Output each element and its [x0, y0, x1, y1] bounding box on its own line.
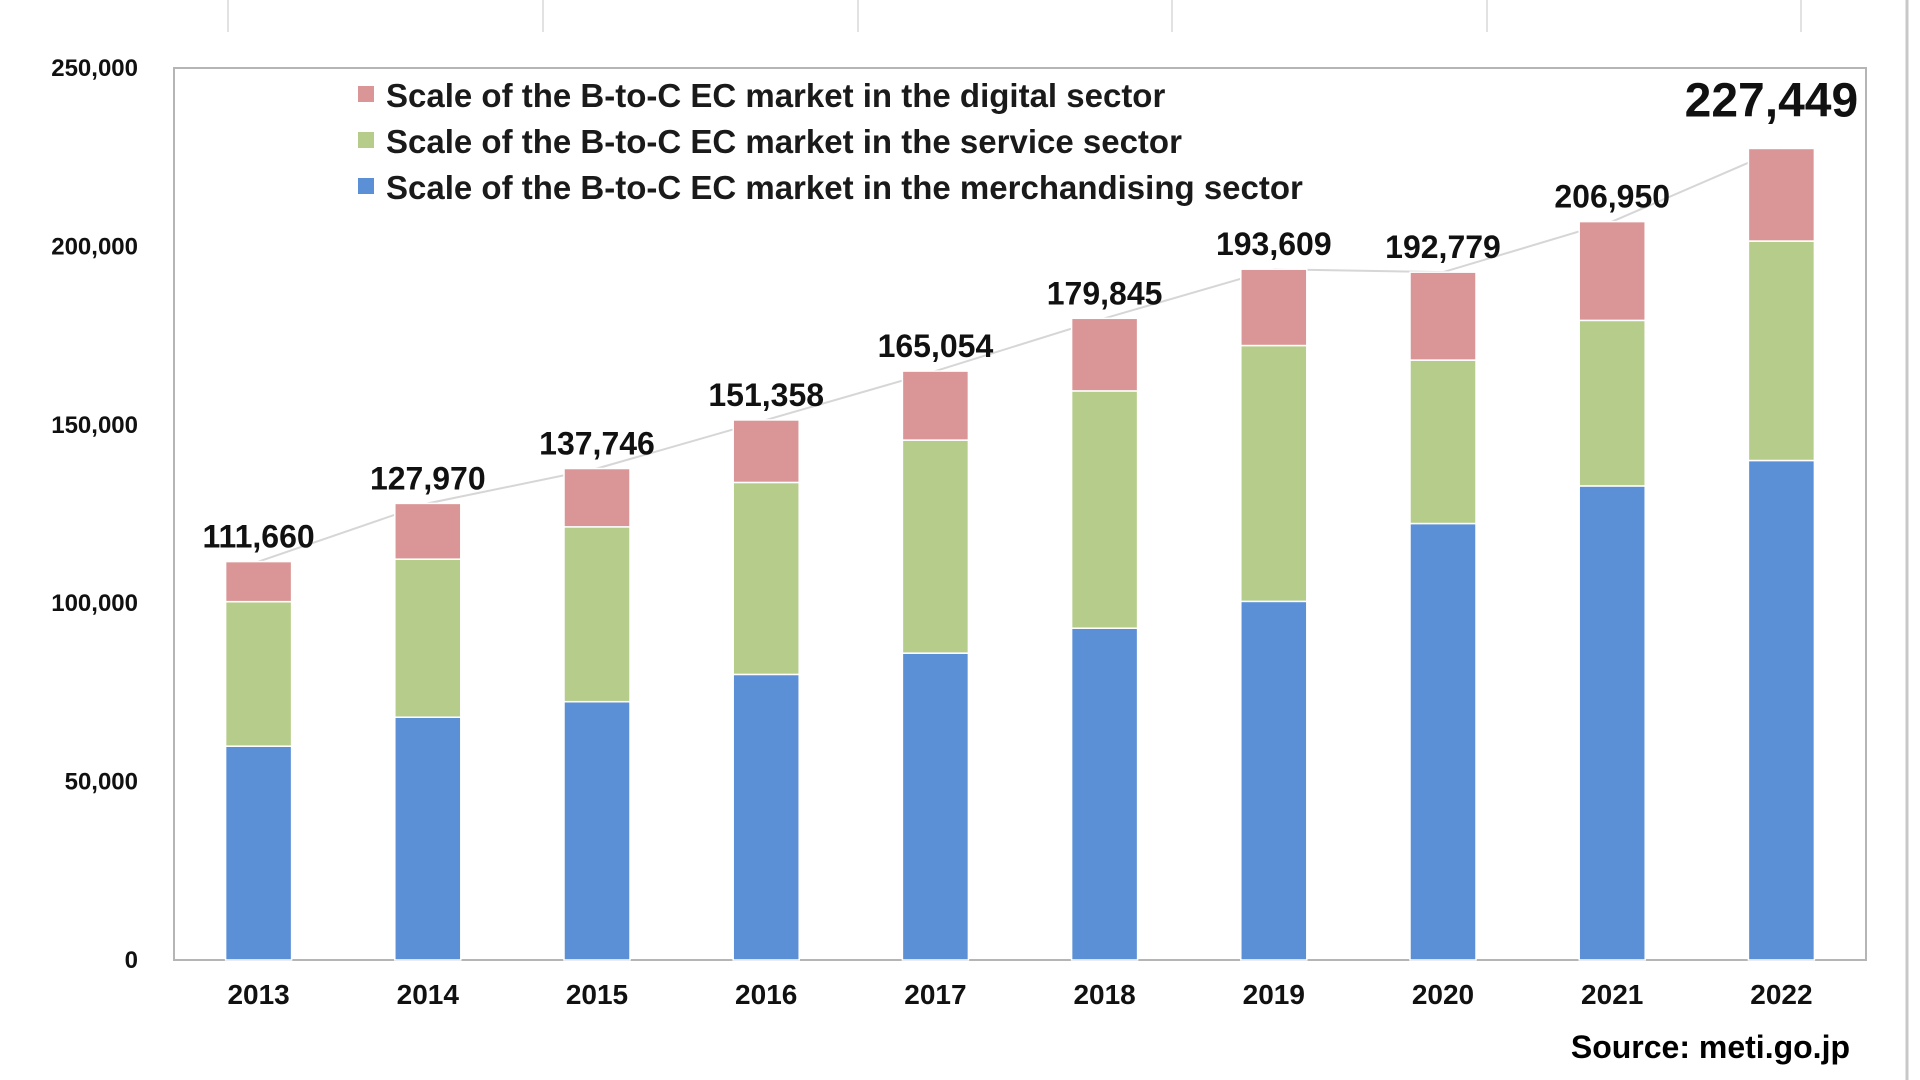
total-label: 192,779: [1385, 229, 1501, 265]
bar-segment-service: [1240, 344, 1308, 603]
total-trend-line: [258, 147, 1782, 563]
total-label: 227,449: [1685, 74, 1859, 127]
bar-segment-merchandising: [394, 716, 462, 961]
bar-segment-merchandising: [563, 700, 631, 961]
x-tick-label: 2018: [1073, 979, 1135, 1010]
total-label: 206,950: [1554, 179, 1670, 215]
bar-segment-digital: [1747, 147, 1816, 242]
total-label: 165,054: [878, 328, 994, 364]
total-label: 179,845: [1047, 275, 1163, 311]
bar-segment-service: [1409, 359, 1477, 525]
legend-swatch-service: [358, 132, 374, 148]
bar-segment-service: [732, 481, 800, 676]
total-label: 193,609: [1216, 226, 1332, 262]
bar-segment-merchandising: [732, 673, 800, 961]
bar-segment-merchandising: [1070, 627, 1139, 961]
bar-segment-merchandising: [1409, 522, 1477, 961]
legend-label: Scale of the B-to-C EC market in the mer…: [386, 169, 1303, 206]
bar-segment-merchandising: [224, 745, 293, 961]
bar-segment-digital: [1578, 220, 1646, 322]
bar-segment-service: [1070, 390, 1139, 629]
bar-segment-digital: [1409, 271, 1477, 361]
bar-segment-merchandising: [901, 652, 970, 961]
legend-swatch-merchandising: [358, 178, 374, 194]
total-label: 151,358: [708, 377, 824, 413]
bar-segments: [224, 147, 1816, 961]
bar-segment-digital: [732, 419, 800, 484]
x-tick-label: 2022: [1750, 979, 1812, 1010]
y-tick-label: 50,000: [65, 769, 138, 796]
x-tick-label: 2016: [735, 979, 797, 1010]
y-axis-ticks: 0 50,000 100,000 150,000 200,000 250,000: [51, 55, 138, 974]
x-tick-label: 2019: [1243, 979, 1305, 1010]
legend-label: Scale of the B-to-C EC market in the dig…: [386, 77, 1165, 114]
bar-segment-service: [224, 600, 293, 747]
bar-segment-service: [1747, 240, 1816, 462]
y-tick-label: 150,000: [51, 412, 138, 439]
y-tick-label: 200,000: [51, 233, 138, 260]
total-label: 111,660: [203, 519, 315, 555]
bar-segment-service: [394, 558, 462, 718]
bar-segment-service: [901, 439, 970, 654]
legend-label: Scale of the B-to-C EC market in the ser…: [386, 123, 1182, 160]
bar-segment-digital: [1070, 317, 1139, 392]
plot-area-frame: [173, 67, 1867, 961]
x-tick-label: 2014: [397, 979, 460, 1010]
total-label: 137,746: [539, 426, 655, 462]
bar-segment-merchandising: [1578, 485, 1646, 961]
x-tick-label: 2017: [904, 979, 966, 1010]
bar-segment-service: [563, 526, 631, 703]
total-label: 127,970: [370, 460, 486, 496]
x-axis-ticks: 2013 2014 2015 2016 2017 2018 2019 2020 2021 2022: [227, 979, 1812, 1010]
legend: Scale of the B-to-C EC market in the dig…: [358, 77, 1303, 206]
total-value-labels: 111,660 127,970 137,746 151,358 165,054 179,8…: [203, 74, 1859, 554]
x-tick-label: 2015: [566, 979, 628, 1010]
bar-segment-digital: [1240, 268, 1308, 347]
bar-segment-merchandising: [1240, 600, 1308, 961]
bar-segment-merchandising: [1747, 459, 1816, 961]
y-tick-label: 250,000: [51, 55, 138, 82]
top-tick-marks: [227, 0, 1802, 32]
legend-swatch-digital: [358, 86, 374, 102]
y-tick-label: 100,000: [51, 590, 138, 617]
x-tick-label: 2020: [1412, 979, 1474, 1010]
bar-segment-digital: [563, 467, 631, 528]
y-tick-label: 0: [125, 947, 138, 974]
source-label: Source: meti.go.jp: [1571, 1029, 1850, 1065]
bar-segment-digital: [394, 502, 462, 560]
bar-segment-digital: [901, 370, 970, 441]
x-tick-label: 2013: [227, 979, 289, 1010]
bar-segment-service: [1578, 319, 1646, 487]
x-tick-label: 2021: [1581, 979, 1643, 1010]
bar-segment-digital: [224, 560, 293, 603]
